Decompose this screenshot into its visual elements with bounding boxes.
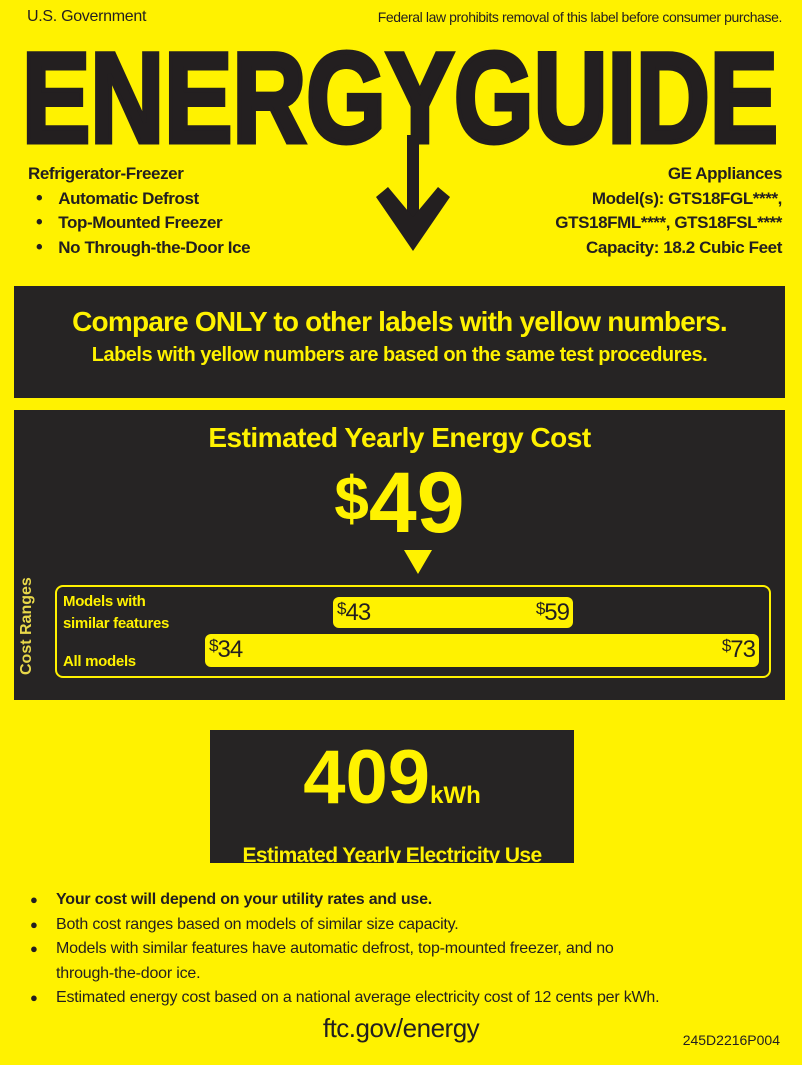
manufacturer-name: GE Appliances: [667, 164, 783, 183]
feature-item: Automatic Defrost: [36, 187, 250, 212]
compare-subheading: Labels with yellow numbers are based on …: [91, 344, 708, 366]
label-code: 245D2216P004: [682, 1032, 780, 1048]
range-max: $59: [535, 599, 570, 626]
range-max: $73: [721, 636, 756, 663]
models-line: GTS18FML****, GTS18FSL****: [555, 213, 782, 232]
capacity: Capacity: 18.2 Cubic Feet: [586, 237, 782, 257]
energy-cost-panel: Estimated Yearly Energy Cost $49 Cost Ra…: [14, 410, 785, 700]
government-label: U.S. Government: [27, 8, 147, 25]
appliance-info: Refrigerator-Freezer Automatic Defrost T…: [28, 162, 251, 261]
range-min: $43: [337, 599, 371, 626]
models-line: Model(s): GTS18FGL****,: [591, 188, 783, 208]
note-item: Your cost will depend on your utility ra…: [30, 888, 775, 913]
compare-banner: Compare ONLY to other labels with yellow…: [14, 286, 785, 398]
range-min: $34: [209, 636, 243, 663]
ftc-link[interactable]: ftc.gov/energy: [322, 1013, 480, 1043]
similar-models-label: Models with similar features: [63, 591, 169, 635]
similar-label-line: Models with: [63, 593, 146, 610]
down-arrow-icon: [376, 135, 450, 251]
feature-item: No Through-the-Door Ice: [36, 236, 250, 261]
all-models-label: All models: [63, 653, 136, 670]
energyguide-logo: ENERGYGUIDE: [22, 36, 781, 148]
note-item: Estimated energy cost based on a nationa…: [30, 986, 775, 1011]
electricity-use-panel: 409kWh Estimated Yearly Electricity Use: [210, 730, 574, 867]
currency-symbol: $: [334, 465, 369, 534]
note-item: Both cost ranges based on models of simi…: [30, 913, 775, 938]
notes-list: Your cost will depend on your utility ra…: [30, 888, 775, 1011]
energyguide-logo-text: ENERGYGUIDE: [22, 36, 778, 148]
cost-value: $49: [14, 454, 785, 553]
feature-item: Top-Mounted Freezer: [36, 211, 250, 236]
kwh-value: 409kWh: [210, 738, 574, 836]
cost-ranges-box: Models with similar features All models $…: [55, 585, 771, 678]
kwh-unit: kWh: [430, 782, 481, 809]
similar-label-line: similar features: [63, 615, 170, 632]
manufacturer-info: GE Appliances Model(s): GTS18FGL****, GT…: [555, 162, 782, 260]
appliance-type: Refrigerator-Freezer: [28, 164, 184, 183]
all-models-range-bar: $34 $73: [205, 634, 759, 667]
cost-title: Estimated Yearly Energy Cost: [208, 422, 591, 453]
similar-models-range-bar: $43 $59: [333, 597, 573, 628]
removal-notice: Federal law prohibits removal of this la…: [377, 9, 783, 25]
cost-amount: 49: [368, 455, 465, 551]
compare-heading: Compare ONLY to other labels with yellow…: [72, 306, 728, 337]
kwh-caption: Estimated Yearly Electricity Use: [242, 844, 542, 867]
kwh-number: 409: [303, 735, 431, 820]
cost-pointer-icon: [404, 550, 432, 574]
note-item: Models with similar features have automa…: [30, 937, 775, 986]
cost-ranges-label: Cost Ranges: [18, 577, 35, 675]
